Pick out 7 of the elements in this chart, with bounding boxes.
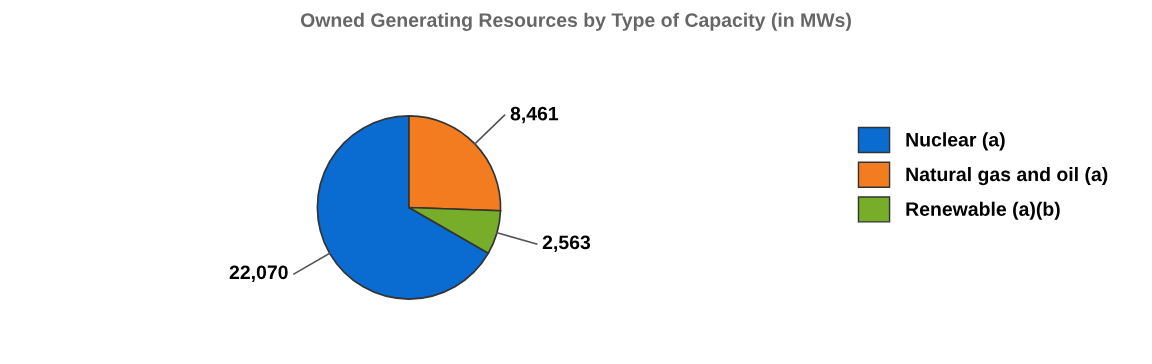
data-label: 22,070	[229, 265, 288, 282]
legend-label: Nuclear (a)	[906, 132, 1005, 151]
legend-label: Natural gas and oil (a)	[906, 167, 1108, 186]
chart-title: Owned Generating Resources by Type of Capacity (in MWs)	[300, 12, 851, 31]
legend-label: Renewable (a)(b)	[906, 201, 1060, 220]
data-label: 8,461	[510, 106, 559, 124]
data-label: 2,563	[542, 235, 591, 253]
